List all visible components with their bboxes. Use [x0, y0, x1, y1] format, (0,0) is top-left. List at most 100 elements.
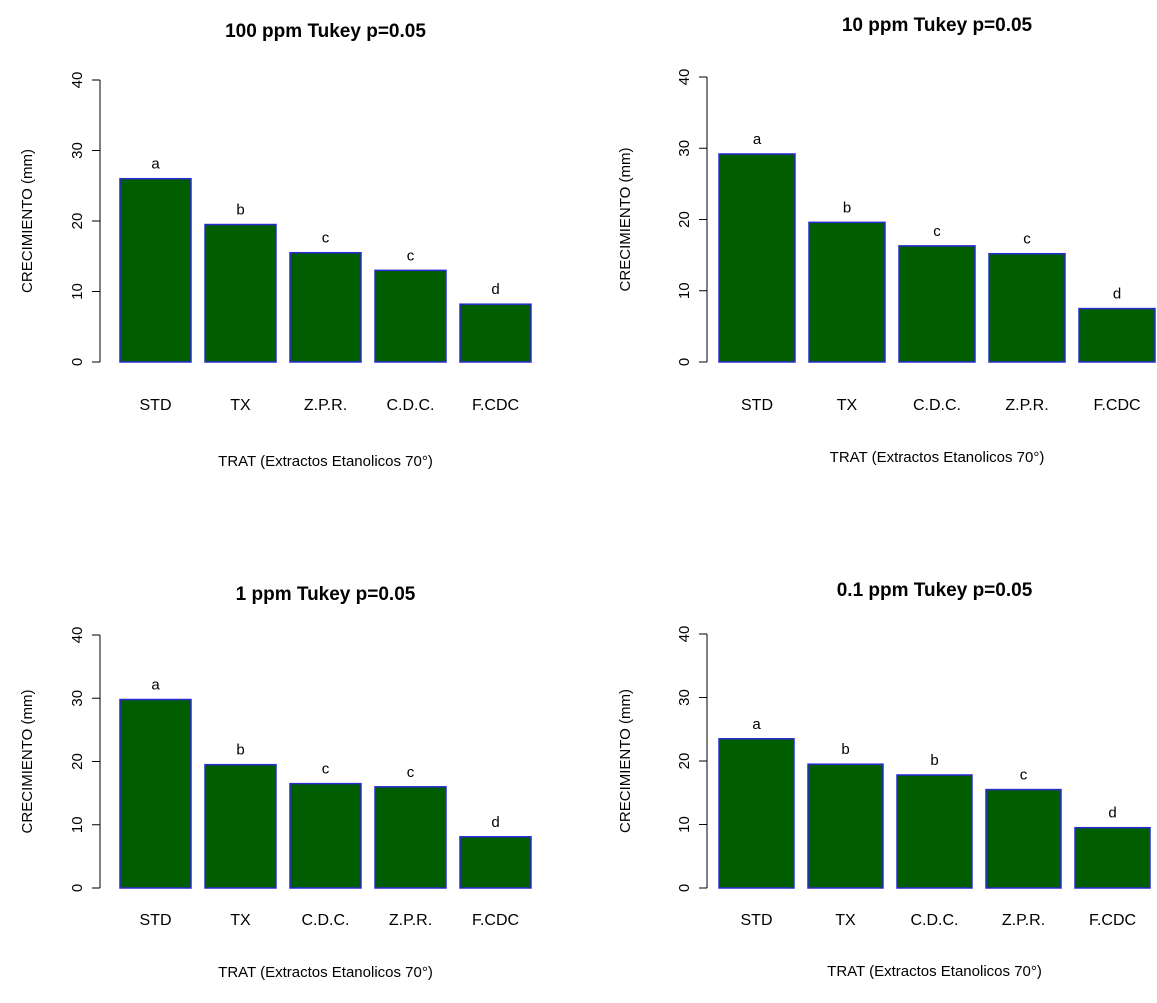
- chart-grid: 100 ppm Tukey p=0.05 0 10 20 30 40 CRECIMIENTO…: [0, 0, 1157, 981]
- bar-significance-label: c: [1020, 767, 1028, 784]
- bar-cdc: [374, 269, 447, 363]
- bar-std: [718, 738, 795, 889]
- x-category-label: STD: [140, 397, 172, 414]
- y-tick-label: 0: [69, 884, 86, 892]
- bar-std: [119, 177, 192, 363]
- bar-significance-label: b: [236, 202, 244, 219]
- bar-significance-label: c: [407, 764, 415, 781]
- bar-cdc: [289, 782, 362, 889]
- x-category-label: Z.P.R.: [1005, 397, 1048, 414]
- bar-cdc: [896, 774, 973, 889]
- y-tick-label: 30: [69, 142, 86, 159]
- bar-zpr: [985, 788, 1062, 889]
- bar-tx: [204, 223, 277, 363]
- y-tick-label: 20: [676, 753, 693, 770]
- bar-fcdc: [1074, 826, 1151, 889]
- x-category-label: F.CDC: [472, 912, 519, 929]
- y-tick-label: 0: [69, 358, 86, 366]
- y-tick-label: 20: [69, 213, 86, 230]
- bar-significance-label: a: [151, 156, 160, 173]
- chart-title: 10 ppm Tukey p=0.05: [842, 15, 1033, 36]
- bar-tx: [807, 763, 884, 889]
- chart-title: 100 ppm Tukey p=0.05: [225, 21, 426, 42]
- y-tick-label: 30: [676, 689, 693, 706]
- bar-tx: [808, 221, 886, 363]
- y-tick-label: 10: [69, 283, 86, 300]
- bar-significance-label: c: [933, 223, 941, 240]
- chart-title: 1 ppm Tukey p=0.05: [236, 584, 416, 605]
- bar-significance-label: c: [322, 761, 330, 778]
- y-axis-label: CRECIMIENTO (mm): [19, 690, 36, 834]
- y-tick-label: 10: [676, 816, 693, 833]
- x-category-label: C.D.C.: [913, 397, 961, 414]
- y-tick-label: 40: [676, 69, 693, 86]
- y-tick-label: 10: [69, 816, 86, 833]
- x-axis-label: TRAT (Extractos Etanolicos 70°): [830, 449, 1045, 466]
- y-tick-label: 40: [69, 627, 86, 644]
- x-category-label: F.CDC: [1089, 912, 1136, 929]
- bar-significance-label: b: [930, 752, 938, 769]
- x-category-label: STD: [140, 912, 172, 929]
- x-axis-label: TRAT (Extractos Etanolicos 70°): [218, 964, 433, 981]
- bar-chart-svg: 10 ppm Tukey p=0.05 0 10 20 30 40 CRECIMIENTO …: [617, 15, 1156, 466]
- bar-significance-label: d: [1113, 286, 1121, 303]
- x-category-label: C.D.C.: [911, 912, 959, 929]
- chart-title: 0.1 ppm Tukey p=0.05: [837, 580, 1033, 601]
- x-category-label: C.D.C.: [302, 912, 350, 929]
- x-category-label: TX: [230, 912, 251, 929]
- x-category-label: TX: [837, 397, 858, 414]
- x-category-label: Z.P.R.: [389, 912, 432, 929]
- x-category-label: Z.P.R.: [304, 397, 347, 414]
- x-category-label: TX: [230, 397, 251, 414]
- x-axis-label: TRAT (Extractos Etanolicos 70°): [827, 963, 1042, 980]
- chart-panel-0-1ppm: 0.1 ppm Tukey p=0.05 0 10 20 30 40 CRECIMIENTO…: [591, 512, 1157, 1003]
- bar-chart-svg: 0.1 ppm Tukey p=0.05 0 10 20 30 40 CRECIMIENTO…: [617, 580, 1151, 980]
- x-category-label: C.D.C.: [387, 397, 435, 414]
- x-category-label: F.CDC: [472, 397, 519, 414]
- y-tick-label: 30: [676, 140, 693, 157]
- bar-significance-label: a: [752, 716, 761, 733]
- y-axis-label: CRECIMIENTO (mm): [617, 148, 634, 292]
- y-tick-label: 10: [676, 282, 693, 299]
- y-tick-label: 40: [676, 626, 693, 643]
- bar-std: [718, 153, 796, 363]
- bar-significance-label: c: [1023, 231, 1031, 248]
- y-tick-label: 0: [676, 358, 693, 366]
- chart-panel-1ppm: 1 ppm Tukey p=0.05 0 10 20 30 40 CRECIMIENTO (…: [0, 512, 578, 1003]
- bar-significance-label: b: [841, 741, 849, 758]
- y-tick-label: 40: [69, 72, 86, 89]
- bar-chart-svg: 1 ppm Tukey p=0.05 0 10 20 30 40 CRECIMIENTO (…: [19, 584, 532, 981]
- bar-significance-label: d: [491, 814, 499, 831]
- bar-cdc: [898, 245, 976, 363]
- bar-chart-svg: 100 ppm Tukey p=0.05 0 10 20 30 40 CRECIMIENTO…: [19, 21, 532, 470]
- bar-significance-label: b: [236, 742, 244, 759]
- y-tick-label: 20: [676, 211, 693, 228]
- x-category-label: TX: [835, 912, 856, 929]
- x-axis-label: TRAT (Extractos Etanolicos 70°): [218, 453, 433, 470]
- chart-panel-10ppm: 10 ppm Tukey p=0.05 0 10 20 30 40 CRECIMIENTO …: [591, 0, 1157, 491]
- y-axis-label: CRECIMIENTO (mm): [19, 149, 36, 293]
- x-category-label: STD: [741, 912, 773, 929]
- bar-significance-label: b: [843, 199, 851, 216]
- x-category-label: Z.P.R.: [1002, 912, 1045, 929]
- y-tick-label: 20: [69, 753, 86, 770]
- bar-fcdc: [459, 836, 532, 889]
- bar-significance-label: d: [1108, 805, 1116, 822]
- y-tick-label: 0: [676, 884, 693, 892]
- bar-significance-label: d: [491, 281, 499, 298]
- bar-significance-label: c: [407, 247, 415, 264]
- bar-zpr: [374, 786, 447, 889]
- bar-std: [119, 698, 192, 889]
- x-category-label: F.CDC: [1093, 397, 1140, 414]
- bar-tx: [204, 763, 277, 889]
- chart-panel-100ppm: 100 ppm Tukey p=0.05 0 10 20 30 40 CRECIMIENTO…: [0, 0, 578, 491]
- bar-fcdc: [1078, 307, 1156, 363]
- y-tick-label: 30: [69, 690, 86, 707]
- bar-fcdc: [459, 303, 532, 363]
- bar-zpr: [988, 252, 1066, 363]
- bar-zpr: [289, 251, 362, 363]
- bar-significance-label: a: [753, 131, 762, 148]
- bar-significance-label: a: [151, 677, 160, 694]
- x-category-label: STD: [741, 397, 773, 414]
- y-axis-label: CRECIMIENTO (mm): [617, 689, 634, 833]
